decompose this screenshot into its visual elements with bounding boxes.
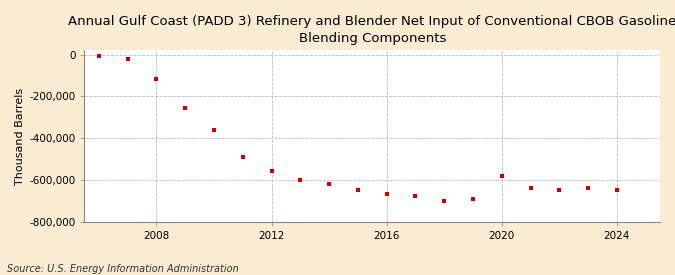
Point: [468, 197, 479, 201]
Point: [266, 169, 277, 173]
Point: [439, 199, 450, 203]
Point: [93, 54, 104, 58]
Point: [583, 186, 593, 190]
Y-axis label: Thousand Barrels: Thousand Barrels: [15, 87, 25, 185]
Point: [352, 188, 363, 192]
Point: [612, 188, 622, 192]
Point: [525, 186, 536, 190]
Point: [554, 188, 565, 192]
Text: Source: U.S. Energy Information Administration: Source: U.S. Energy Information Administ…: [7, 264, 238, 274]
Point: [122, 56, 133, 61]
Point: [151, 76, 162, 81]
Point: [410, 194, 421, 199]
Point: [238, 155, 248, 160]
Point: [180, 106, 190, 110]
Point: [295, 177, 306, 182]
Point: [496, 174, 507, 178]
Point: [323, 182, 334, 186]
Point: [209, 128, 219, 132]
Point: [381, 192, 392, 196]
Title: Annual Gulf Coast (PADD 3) Refinery and Blender Net Input of Conventional CBOB G: Annual Gulf Coast (PADD 3) Refinery and …: [68, 15, 675, 45]
